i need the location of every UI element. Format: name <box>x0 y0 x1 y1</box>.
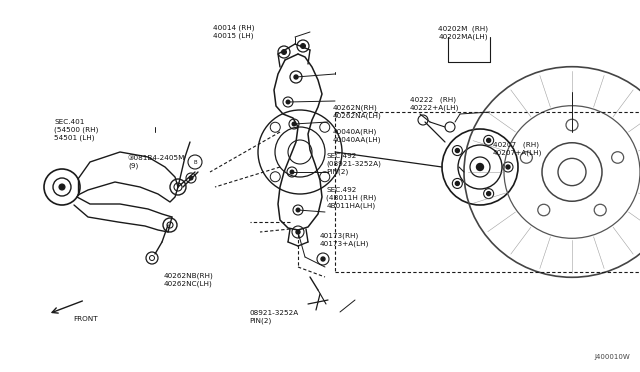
Text: J400010W: J400010W <box>595 354 630 360</box>
Circle shape <box>486 192 491 196</box>
Text: 40262NB(RH)
40262NC(LH): 40262NB(RH) 40262NC(LH) <box>163 273 213 287</box>
Circle shape <box>506 165 510 169</box>
Circle shape <box>290 170 294 174</box>
Circle shape <box>296 208 300 212</box>
Text: 40262N(RH)
40262NA(LH): 40262N(RH) 40262NA(LH) <box>333 105 381 119</box>
Text: FRONT: FRONT <box>74 316 98 322</box>
Text: ③081B4-2405M
(9): ③081B4-2405M (9) <box>128 155 186 169</box>
Circle shape <box>189 176 193 180</box>
Circle shape <box>292 122 296 126</box>
Text: 40202M  (RH)
40202MA(LH): 40202M (RH) 40202MA(LH) <box>438 26 488 40</box>
Circle shape <box>477 164 483 170</box>
Text: 40207   (RH)
40207+A(LH): 40207 (RH) 40207+A(LH) <box>493 142 542 156</box>
Circle shape <box>282 49 287 55</box>
Text: 40040A(RH)
40040AA(LH): 40040A(RH) 40040AA(LH) <box>333 129 381 143</box>
Text: 40222   (RH)
40222+A(LH): 40222 (RH) 40222+A(LH) <box>410 97 459 111</box>
Text: 40014 (RH)
40015 (LH): 40014 (RH) 40015 (LH) <box>213 25 254 39</box>
Circle shape <box>301 44 305 48</box>
Circle shape <box>294 75 298 79</box>
Circle shape <box>455 182 460 186</box>
Circle shape <box>286 100 290 104</box>
Text: 08921-3252A
PIN(2): 08921-3252A PIN(2) <box>250 310 299 324</box>
Text: SEC.492
(08921-3252A)
PIN(2): SEC.492 (08921-3252A) PIN(2) <box>326 153 381 175</box>
Text: 40173(RH)
40173+A(LH): 40173(RH) 40173+A(LH) <box>320 233 369 247</box>
Circle shape <box>59 184 65 190</box>
Text: SEC.492
(4B011H (RH)
4B011HA(LH): SEC.492 (4B011H (RH) 4B011HA(LH) <box>326 187 377 209</box>
Circle shape <box>296 230 300 234</box>
Circle shape <box>455 148 460 153</box>
Circle shape <box>321 257 325 261</box>
Circle shape <box>486 138 491 142</box>
Text: SEC.401
(54500 (RH)
54501 (LH): SEC.401 (54500 (RH) 54501 (LH) <box>54 119 99 141</box>
Text: B: B <box>193 160 197 164</box>
